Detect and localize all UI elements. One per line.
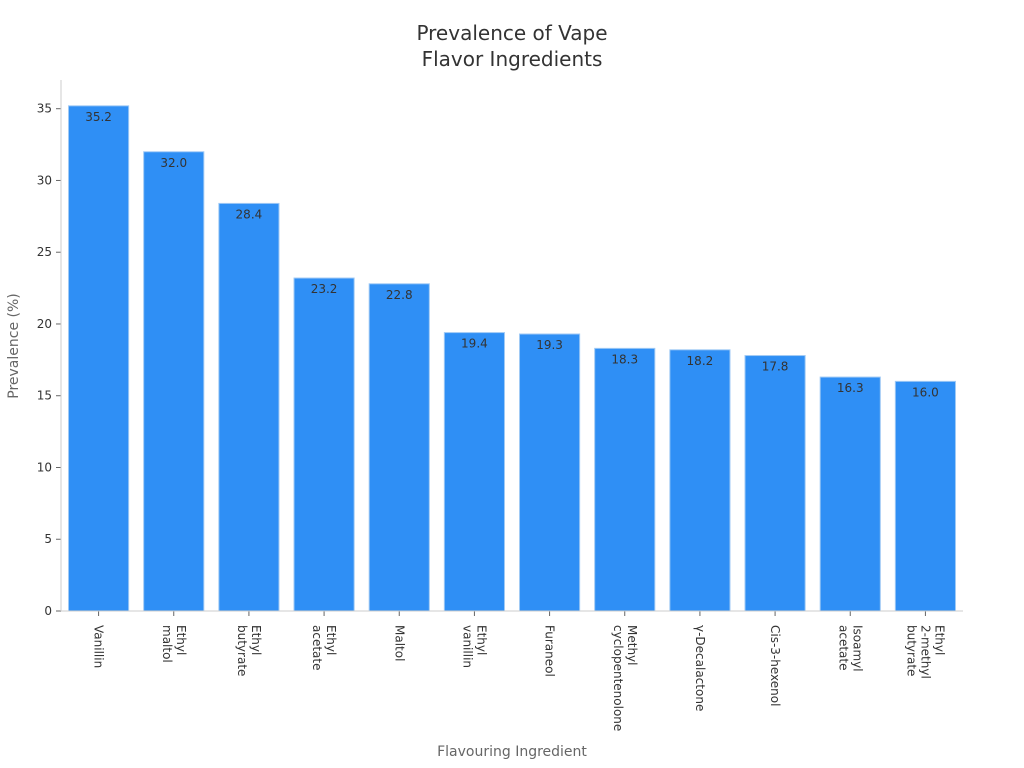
bars xyxy=(68,105,956,612)
x-tick-label: Maltol xyxy=(392,625,406,661)
data-label: 18.3 xyxy=(611,352,638,366)
data-label: 18.2 xyxy=(687,354,714,368)
x-tick-label: Vanillin xyxy=(92,625,106,668)
data-label: 32.0 xyxy=(160,156,187,170)
bar xyxy=(293,277,355,612)
y-tick-label: 20 xyxy=(37,317,52,331)
x-tick-label: Cis-3-hexenol xyxy=(768,625,782,706)
bar xyxy=(218,202,280,612)
data-label: 19.3 xyxy=(536,338,563,352)
x-tick-label: Ethylacetate xyxy=(310,625,338,670)
x-tick-label: Methylcyclopentenolone xyxy=(611,625,639,731)
x-axis-title: Flavouring Ingredient xyxy=(437,744,587,760)
y-tick-label: 0 xyxy=(44,604,52,618)
x-tick-label: Ethylvanillin xyxy=(460,625,488,668)
y-axis-title: Prevalence (%) xyxy=(6,293,22,399)
y-tick-label: 10 xyxy=(37,460,52,474)
bar xyxy=(519,333,581,612)
bar xyxy=(143,151,205,612)
y-axis: 0 5 10 15 20 25 30 35 xyxy=(37,102,61,618)
y-tick-label: 30 xyxy=(37,173,52,187)
x-axis: Vanillin Ethylmaltol Ethylbutyrate Ethylace… xyxy=(92,611,946,731)
chart-title-line-2: Flavor Ingredients xyxy=(422,47,603,71)
y-tick-label: 15 xyxy=(37,389,52,403)
x-tick-label: γ-Decalactone xyxy=(693,625,707,711)
x-tick-label: Isoamylacetate xyxy=(836,625,864,672)
data-label: 16.3 xyxy=(837,381,864,395)
bar xyxy=(443,332,505,612)
y-tick-label: 25 xyxy=(37,245,52,259)
x-tick-label: Furaneol xyxy=(543,625,557,677)
x-tick-label: Ethylbutyrate xyxy=(235,625,263,676)
data-label: 22.8 xyxy=(386,288,413,302)
bar xyxy=(819,376,881,612)
data-label: 28.4 xyxy=(236,207,263,221)
data-label: 17.8 xyxy=(762,360,789,374)
x-tick-label: Ethyl2-methylbutyrate xyxy=(904,625,946,679)
chart-title-line-1: Prevalence of Vape xyxy=(416,21,607,45)
bar xyxy=(68,105,130,612)
bar xyxy=(894,380,956,612)
x-tick-label: Ethylmaltol xyxy=(160,625,188,663)
data-labels: 35.2 32.0 28.4 23.2 22.8 19.4 19.3 18.3 18.2 17.8… xyxy=(85,110,939,400)
bar xyxy=(744,355,806,612)
chart-title: Prevalence of Vape Flavor Ingredients xyxy=(416,21,607,71)
bar xyxy=(368,283,430,612)
data-label: 16.0 xyxy=(912,385,939,399)
data-label: 23.2 xyxy=(311,282,338,296)
bar xyxy=(594,347,656,612)
data-label: 19.4 xyxy=(461,337,488,351)
bar xyxy=(669,349,731,612)
y-tick-label: 5 xyxy=(44,532,52,546)
data-label: 35.2 xyxy=(85,110,112,124)
y-tick-label: 35 xyxy=(37,102,52,116)
